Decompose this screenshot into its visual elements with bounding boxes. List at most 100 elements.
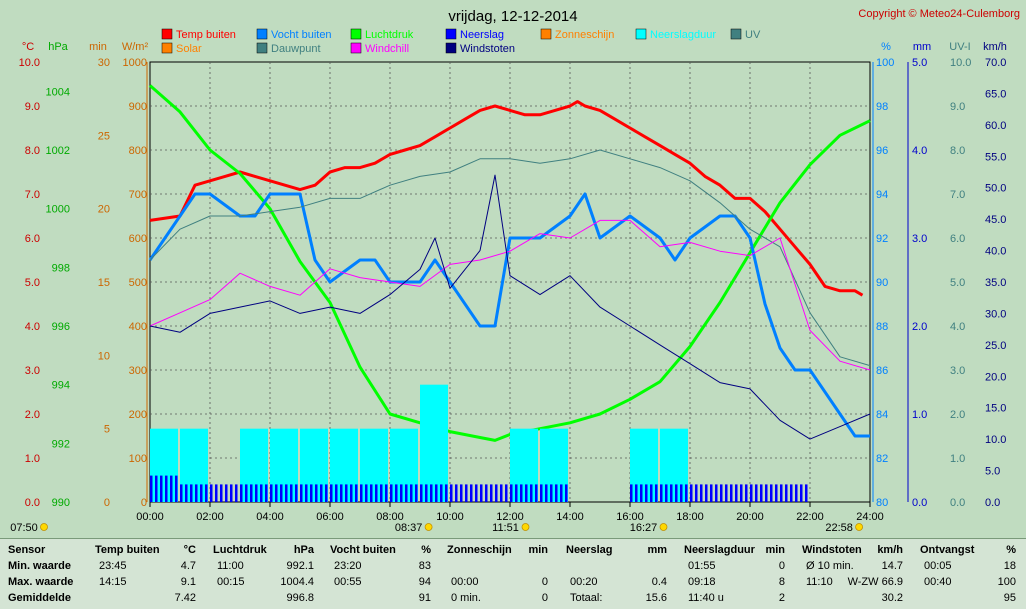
stats-time: 0 min. <box>451 592 481 604</box>
rain-bar <box>430 484 433 502</box>
axis-tick-label: 100 <box>129 453 147 465</box>
stats-header: Windstoten <box>802 544 862 556</box>
rain-bar <box>760 484 763 502</box>
x-tick-label: 02:00 <box>196 511 224 523</box>
rain-bar <box>670 484 673 502</box>
rain-bar <box>230 484 233 502</box>
axis-tick-label: 86 <box>876 365 888 377</box>
axis-tick-label: 1000 <box>123 57 147 69</box>
axis-tick-label: 1.0 <box>25 453 40 465</box>
axis-tick-label: 600 <box>129 233 147 245</box>
rain-bar <box>720 484 723 502</box>
stats-header: Neerslagduur <box>684 544 755 556</box>
rain-bar <box>520 484 523 502</box>
axis-tick-label: 15 <box>98 277 110 289</box>
rain-bar <box>475 484 478 502</box>
stats-time: 23:45 <box>99 560 127 572</box>
axis-unit-label: % <box>881 41 891 53</box>
rain-bar <box>240 484 243 502</box>
rain-bar <box>170 475 173 502</box>
axis-tick-label: 3.0 <box>950 365 965 377</box>
legend-label: Solar <box>176 43 202 55</box>
rain-bar <box>435 484 438 502</box>
rain-bar <box>340 484 343 502</box>
rain-bar <box>490 484 493 502</box>
stats-value: 8 <box>778 576 785 588</box>
stats-time: 00:00 <box>451 576 479 588</box>
sun-icon <box>40 523 48 531</box>
legend-label: Zonneschijn <box>555 29 614 41</box>
x-tick-label: 18:00 <box>676 511 704 523</box>
rain-bar <box>805 484 808 502</box>
rain-bar <box>765 484 768 502</box>
rain-bar <box>780 484 783 502</box>
stats-time: 14:15 <box>99 576 127 588</box>
rain-bar <box>710 484 713 502</box>
rain-bar <box>405 484 408 502</box>
stats-header-unit: min <box>765 544 785 556</box>
axis-tick-label: 2.0 <box>950 409 965 421</box>
axis-tick-label: 5.0 <box>950 277 965 289</box>
rain-bar <box>185 484 188 502</box>
stats-value: 992.1 <box>286 560 314 572</box>
series-line <box>149 84 871 442</box>
rain-duration-bar <box>390 428 418 502</box>
x-tick-label: 20:00 <box>736 511 764 523</box>
axis-tick-label: 45.0 <box>985 214 1006 226</box>
stats-value: 30.2 <box>881 592 903 604</box>
stats-value: 18 <box>1003 560 1016 572</box>
x-tick-label: 10:00 <box>436 511 464 523</box>
series-line <box>148 192 870 438</box>
rain-bar <box>315 484 318 502</box>
axis-unit-label: hPa <box>48 41 68 53</box>
rain-bar <box>395 484 398 502</box>
axis-tick-label: 10.0 <box>19 57 40 69</box>
rain-bar <box>660 484 663 502</box>
rain-bar <box>510 484 513 502</box>
axis-tick-label: 6.0 <box>950 233 965 245</box>
axis-tick-label: 9.0 <box>25 101 40 113</box>
rain-bar <box>370 484 373 502</box>
statistics-table: Sensor Temp buiten °C Luchtdruk hPa Vocht bui… <box>0 538 1026 609</box>
rain-bar <box>640 484 643 502</box>
rain-bar <box>350 484 353 502</box>
rain-bar <box>290 484 293 502</box>
rain-bar <box>770 484 773 502</box>
axis-unit-label: W/m² <box>122 41 149 53</box>
rain-bar <box>715 484 718 502</box>
axis-tick-label: 2.0 <box>25 409 40 421</box>
rain-bar <box>300 484 303 502</box>
rain-duration-bar <box>150 428 178 502</box>
axis-tick-label: 98 <box>876 101 888 113</box>
axis-tick-label: 92 <box>876 233 888 245</box>
axis-tick-label: 1.0 <box>950 453 965 465</box>
axis-unit-label: min <box>89 41 107 53</box>
axis-tick-label: 900 <box>129 101 147 113</box>
stats-row-label: Gemiddelde <box>8 592 71 604</box>
axis-tick-label: 96 <box>876 145 888 157</box>
rain-bar <box>740 484 743 502</box>
axis-tick-label: 65.0 <box>985 88 1006 100</box>
rain-bar <box>735 484 738 502</box>
legend-label: Neerslagduur <box>650 29 716 41</box>
rain-bar <box>165 475 168 502</box>
stats-time: 00:05 <box>924 560 952 572</box>
axis-tick-label: 0 <box>141 497 147 509</box>
rain-bar <box>445 484 448 502</box>
stats-value: 1004.4 <box>280 576 314 588</box>
rain-bar <box>245 484 248 502</box>
axis-tick-label: 8.0 <box>25 145 40 157</box>
stats-value: 2 <box>778 592 785 604</box>
legend-label: Dauwpunt <box>271 43 321 55</box>
rain-bar <box>375 484 378 502</box>
rain-duration-bar <box>540 428 568 502</box>
sun-event-label: 07:50 <box>10 522 38 534</box>
rain-bar <box>285 484 288 502</box>
axes-group: °C 0.0 1.0 2.0 3.0 4.0 5.0 6.0 7.0 8.0 9.0 10.0 hPa 9… <box>19 41 1007 509</box>
legend-label: UV <box>745 29 761 41</box>
rain-bar <box>180 484 183 502</box>
x-tick-label: 22:00 <box>796 511 824 523</box>
rain-bar <box>550 484 553 502</box>
axis-tick-label: 800 <box>129 145 147 157</box>
rain-bar <box>515 484 518 502</box>
